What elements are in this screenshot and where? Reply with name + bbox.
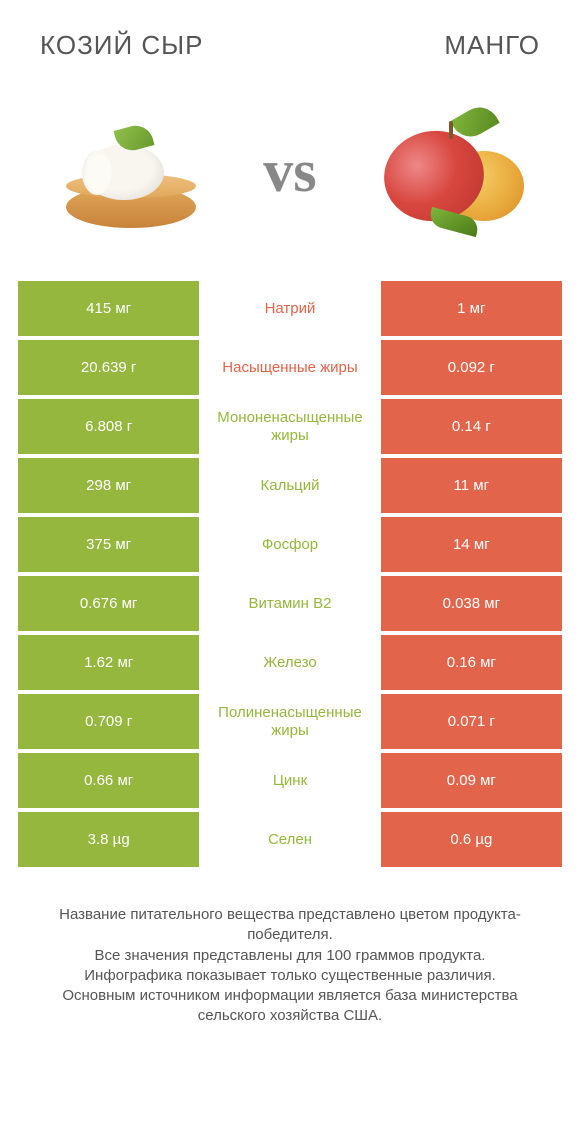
footer-line: Название питательного вещества представл… [28, 905, 552, 946]
nutrition-row: 0.66 мгЦинк0.09 мг [18, 753, 562, 808]
right-value-cell: 0.071 г [381, 694, 562, 749]
footer-line: Все значения представлены для 100 граммо… [28, 946, 552, 966]
nutrient-label-cell: Железо [199, 635, 380, 690]
nutrition-row: 0.709 гПолиненасыщенные жиры0.071 г [18, 694, 562, 749]
nutrient-label-cell: Селен [199, 812, 380, 867]
footer-line: Инфографика показывает только существенн… [28, 966, 552, 986]
nutrient-label-cell: Кальций [199, 458, 380, 513]
right-value-cell: 0.16 мг [381, 635, 562, 690]
header: Козий сыр Mанго [0, 0, 580, 71]
nutrient-label-cell: Насыщенные жиры [199, 340, 380, 395]
nutrition-row: 0.676 мгВитамин B20.038 мг [18, 576, 562, 631]
nutrient-label-cell: Фосфор [199, 517, 380, 572]
right-value-cell: 11 мг [381, 458, 562, 513]
left-value-cell: 0.676 мг [18, 576, 199, 631]
right-value-cell: 0.14 г [381, 399, 562, 454]
right-value-cell: 0.09 мг [381, 753, 562, 808]
left-product-image [41, 81, 221, 261]
nutrient-label-cell: Натрий [199, 281, 380, 336]
left-value-cell: 1.62 мг [18, 635, 199, 690]
left-value-cell: 298 мг [18, 458, 199, 513]
vs-label: vs [263, 137, 316, 206]
mango-icon [369, 91, 529, 251]
nutrition-row: 3.8 µgСелен0.6 µg [18, 812, 562, 867]
left-value-cell: 3.8 µg [18, 812, 199, 867]
left-value-cell: 375 мг [18, 517, 199, 572]
left-value-cell: 415 мг [18, 281, 199, 336]
nutrition-row: 20.639 гНасыщенные жиры0.092 г [18, 340, 562, 395]
nutrient-label-cell: Витамин B2 [199, 576, 380, 631]
product-images-row: vs [0, 71, 580, 281]
left-value-cell: 20.639 г [18, 340, 199, 395]
nutrition-row: 1.62 мгЖелезо0.16 мг [18, 635, 562, 690]
left-value-cell: 6.808 г [18, 399, 199, 454]
right-value-cell: 0.6 µg [381, 812, 562, 867]
nutrition-row: 415 мгНатрий1 мг [18, 281, 562, 336]
nutrient-label-cell: Мононенасыщенные жиры [199, 399, 380, 454]
footer-notes: Название питательного вещества представл… [0, 871, 580, 1027]
left-product-title: Козий сыр [40, 30, 204, 61]
right-product-image [359, 81, 539, 261]
nutrition-row: 6.808 гМононенасыщенные жиры0.14 г [18, 399, 562, 454]
right-value-cell: 1 мг [381, 281, 562, 336]
right-value-cell: 14 мг [381, 517, 562, 572]
nutrition-row: 375 мгФосфор14 мг [18, 517, 562, 572]
nutrition-table: 415 мгНатрий1 мг20.639 гНасыщенные жиры0… [0, 281, 580, 867]
right-value-cell: 0.092 г [381, 340, 562, 395]
nutrient-label-cell: Полиненасыщенные жиры [199, 694, 380, 749]
left-value-cell: 0.66 мг [18, 753, 199, 808]
footer-line: Основным источником информации является … [28, 986, 552, 1027]
nutrient-label-cell: Цинк [199, 753, 380, 808]
right-value-cell: 0.038 мг [381, 576, 562, 631]
nutrition-row: 298 мгКальций11 мг [18, 458, 562, 513]
cheese-icon [56, 96, 206, 246]
right-product-title: Mанго [444, 30, 540, 61]
left-value-cell: 0.709 г [18, 694, 199, 749]
